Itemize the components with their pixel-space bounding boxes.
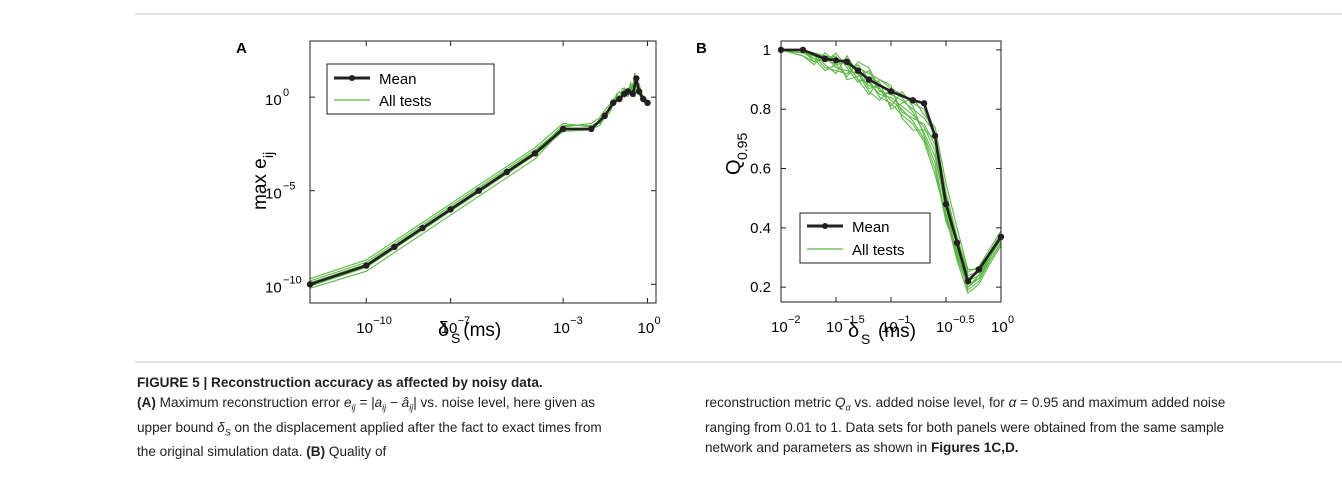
- panel-b-xtick-exp-1: −1.5: [843, 314, 865, 326]
- panel-b-test-line-5: [781, 49, 1002, 295]
- panel-b-mean-point-1: [799, 46, 807, 54]
- panel-a-mean-point-2: [391, 243, 398, 251]
- panel-b-xtick-exp-3: −0.5: [953, 314, 975, 326]
- panel-a-ytick-label-1: 10: [265, 186, 282, 203]
- panel-b-ytick-label-3: 0.8: [750, 101, 771, 118]
- panel-a-mean-point-9: [588, 125, 595, 133]
- panel-b-mean-point-7: [887, 88, 895, 95]
- panel-a-xtick-exp-3: 0: [655, 315, 661, 327]
- panel-b-legend-mean-marker: [822, 223, 828, 229]
- panel-b-legend-tests-label: All tests: [852, 242, 905, 259]
- panel-a-xtick-label-0: 10: [356, 320, 373, 337]
- panel-a-xtick-label-2: 10: [553, 320, 570, 337]
- panel-b-xlabel: δ S (ms): [848, 320, 916, 347]
- panel-b-ytick-label-4: 1: [763, 42, 771, 59]
- panel-b-mean-point-9: [920, 100, 928, 107]
- panel-b-xtick-exp-0: −2: [788, 314, 801, 326]
- panel-b-xlabel-sub: S: [861, 331, 870, 347]
- panel-a-xlabel: δ S (ms): [438, 319, 501, 346]
- panel-b-ylabel-main: Q: [723, 159, 745, 175]
- panel-a-mean-point-11: [610, 99, 617, 107]
- panel-a-mean-point-15: [629, 90, 636, 98]
- panel-a-xlabel-sym: δ: [438, 319, 449, 341]
- panel-b-mean-point-14: [975, 266, 983, 273]
- panel-b-mean-point-12: [953, 239, 961, 246]
- panel-a-mean-point-6: [503, 168, 511, 176]
- panel-b-xtick-label-0: 10: [771, 319, 788, 336]
- panel-a-xlabel-sub: S: [451, 330, 460, 346]
- panel-b-mean-line: [781, 48, 1003, 284]
- panel-a-mean-point-19: [644, 99, 651, 107]
- panel-a-xtick-label-3: 10: [638, 320, 655, 337]
- panel-b-mean-point-13: [964, 278, 972, 285]
- panel-a-legend: Mean All tests: [326, 63, 495, 115]
- panel-a-mean-point-16: [633, 75, 640, 82]
- panel-a-mean-point-5: [475, 187, 482, 194]
- panel-b-xtick-label-4: 10: [991, 319, 1008, 336]
- panel-a-legend-mean-label: Mean: [379, 71, 417, 88]
- panel-a-mean-point-7: [531, 150, 539, 157]
- panel-b-ticks: 10 −2 10 −1.5 10 −1 10 −0.5 10 00.20.40.60.81: [750, 41, 1014, 336]
- panel-b-ytick-label-1: 0.4: [750, 220, 771, 237]
- panel-a-mean-point-4: [447, 206, 454, 213]
- panel-a-legend-tests-label: All tests: [379, 93, 432, 110]
- panel-b-xlabel-unit: (ms): [878, 321, 916, 342]
- panel-b-mean-point-3: [832, 57, 840, 64]
- panel-a-mean-series: [306, 75, 651, 288]
- panel-a-xlabel-unit: (ms): [458, 320, 501, 341]
- panel-b-xtick-exp-2: −1: [898, 314, 911, 326]
- panel-a-legend-mean-marker: [349, 75, 355, 81]
- panel-a-ytick-label-2: 10: [265, 92, 282, 109]
- panel-a-ylabel-sub: ij: [260, 152, 276, 158]
- panel-a-mean-point-18: [640, 95, 647, 103]
- panel-b-ylabel-sub: 0.95: [734, 133, 750, 160]
- panel-b-mean-point-6: [865, 76, 873, 83]
- panel-b-legend-mean-label: Mean: [852, 219, 890, 236]
- panel-b-mean-point-10: [931, 132, 939, 140]
- panel-a-ytick-exp-2: 0: [283, 87, 289, 99]
- panel-b-xtick-label-1: 10: [826, 319, 843, 336]
- panel-b: B 10 −2 10 −1.5 10 −1 10 −0.5 10 00.20.40.60.81 δ…: [696, 40, 1014, 347]
- panel-a-xtick-exp-1: −7: [458, 315, 471, 327]
- panel-a-frame: [309, 40, 657, 304]
- panel-b-mean-point-11: [942, 200, 950, 208]
- panel-a-mean-point-8: [559, 125, 567, 133]
- panel-a-ytick-label-0: 10: [265, 279, 282, 296]
- panel-a-ylabel: max e ij: [250, 152, 276, 210]
- panel-b-mean-point-8: [909, 97, 917, 104]
- panel-b-ytick-label-2: 0.6: [750, 161, 771, 178]
- panel-a-mean-point-1: [363, 262, 370, 269]
- panel-b-xtick-exp-4: 0: [1008, 314, 1014, 326]
- panel-b-xtick-label-3: 10: [936, 319, 953, 336]
- panel-a-mean-point-3: [419, 224, 426, 232]
- panel-a-xtick-exp-0: −10: [373, 315, 392, 327]
- panel-a-mean-point-17: [635, 88, 643, 95]
- panel-b-legend: Mean All tests: [799, 212, 931, 264]
- panel-a-ylabel-main: max e: [250, 158, 271, 210]
- panel-b-xtick-label-2: 10: [881, 319, 898, 336]
- panel-a-ytick-exp-1: −5: [283, 181, 296, 193]
- panel-a-ytick-exp-0: −10: [283, 274, 302, 286]
- panel-b-xlabel-sym: δ: [848, 320, 859, 342]
- panel-b-mean-point-5: [854, 67, 862, 74]
- panel-b-mean-point-4: [843, 58, 851, 65]
- panel-b-ylabel: Q 0.95: [723, 133, 750, 175]
- panel-b-mean-series: [777, 46, 1005, 285]
- panel-a-legend-box: [326, 63, 495, 115]
- panel-a-mean-point-10: [601, 112, 608, 120]
- panel-a-xtick-label-1: 10: [441, 320, 458, 337]
- panel-b-ytick-label-0: 0.2: [750, 279, 771, 296]
- panel-a-xtick-exp-2: −3: [570, 315, 583, 327]
- panel-a-mean-point-12: [616, 95, 623, 103]
- panel-a-mean-point-14: [624, 88, 632, 95]
- panel-b-label: B: [696, 40, 707, 57]
- panel-b-legend-box: [799, 212, 931, 264]
- panel-b-mean-point-2: [821, 55, 829, 62]
- panel-a-label: A: [236, 40, 247, 57]
